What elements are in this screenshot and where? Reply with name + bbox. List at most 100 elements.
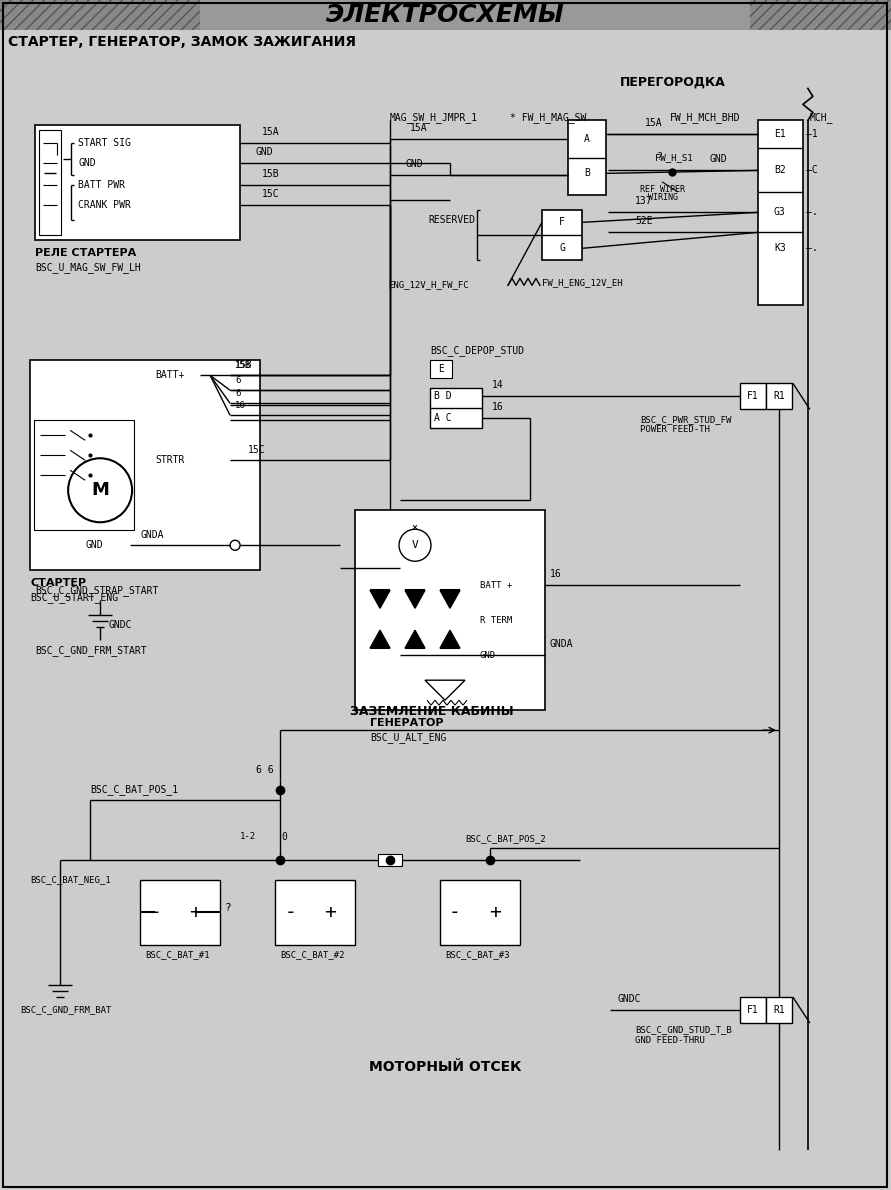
Text: E1: E1 — [774, 130, 786, 139]
Bar — [378, 854, 402, 866]
Bar — [568, 120, 606, 195]
Bar — [34, 420, 135, 531]
Bar — [766, 383, 792, 409]
Bar — [430, 361, 452, 378]
Polygon shape — [440, 590, 460, 608]
Text: 15A: 15A — [410, 124, 428, 133]
Text: R1: R1 — [773, 1006, 785, 1015]
Text: ЭЛЕКТРОСХЕМЫ: ЭЛЕКТРОСХЕМЫ — [325, 4, 564, 27]
Text: —.: —. — [805, 207, 818, 218]
Polygon shape — [370, 631, 390, 649]
Text: M: M — [91, 481, 109, 500]
Bar — [0, 0, 891, 31]
Text: RESERVED: RESERVED — [428, 215, 475, 225]
Text: BSC_C_BAT_#1: BSC_C_BAT_#1 — [145, 950, 209, 959]
Text: POWER FEED-TH: POWER FEED-TH — [640, 425, 710, 434]
Text: 15C: 15C — [248, 445, 266, 456]
Bar — [355, 511, 545, 710]
Text: МОТОРНЫЙ ОТСЕК: МОТОРНЫЙ ОТСЕК — [369, 1060, 521, 1075]
Text: G: G — [559, 244, 565, 253]
Text: -: - — [149, 902, 161, 921]
Text: BSC_U_ALT_ENG: BSC_U_ALT_ENG — [370, 732, 446, 743]
Text: -: - — [449, 902, 461, 921]
Text: 137: 137 — [635, 196, 652, 206]
Text: 6: 6 — [235, 389, 241, 399]
Text: V: V — [412, 540, 419, 550]
Text: GND: GND — [86, 540, 102, 550]
Text: BSC_C_BAT_#2: BSC_C_BAT_#2 — [280, 950, 345, 959]
Text: BSC_C_BAT_NEG_1: BSC_C_BAT_NEG_1 — [30, 875, 110, 884]
Text: A C: A C — [434, 413, 452, 424]
Text: FW_H_MCH_BHD: FW_H_MCH_BHD — [670, 112, 740, 124]
Text: BATT+: BATT+ — [155, 370, 184, 381]
Text: +: + — [489, 902, 501, 921]
Text: B D: B D — [434, 392, 452, 401]
Text: 16: 16 — [492, 402, 503, 412]
Text: BSC_C_BAT_#3: BSC_C_BAT_#3 — [445, 950, 510, 959]
Text: 0: 0 — [282, 832, 287, 843]
Text: 6: 6 — [235, 376, 241, 386]
Bar — [740, 997, 766, 1023]
Text: СТАРТЕР, ГЕНЕРАТОР, ЗАМОК ЗАЖИГАНИЯ: СТАРТЕР, ГЕНЕРАТОР, ЗАМОК ЗАЖИГАНИЯ — [8, 36, 356, 50]
Text: START SIG: START SIG — [78, 138, 131, 149]
Text: 15A: 15A — [262, 127, 280, 137]
Text: BSC_C_GND_FRM_BAT: BSC_C_GND_FRM_BAT — [20, 1006, 111, 1014]
Text: BATT PWR: BATT PWR — [78, 181, 125, 190]
Text: G3: G3 — [774, 207, 786, 218]
Text: MAG_SW_H_JMPR_1: MAG_SW_H_JMPR_1 — [390, 112, 478, 124]
Text: K3: K3 — [774, 244, 786, 253]
Text: ЗАЗЕМЛЕНИЕ КАБИНЫ: ЗАЗЕМЛЕНИЕ КАБИНЫ — [350, 706, 513, 719]
Text: 15C: 15C — [262, 189, 280, 200]
Text: —C: —C — [805, 165, 818, 175]
Text: ГЕНЕРАТОР: ГЕНЕРАТОР — [370, 719, 444, 728]
Bar — [740, 383, 766, 409]
Text: 15B: 15B — [235, 361, 253, 370]
Text: GNDA: GNDA — [550, 639, 574, 650]
Text: R1: R1 — [773, 392, 785, 401]
Text: B2: B2 — [774, 165, 786, 175]
Text: GND: GND — [78, 158, 95, 169]
Text: E: E — [438, 364, 444, 375]
Text: FW_H_S1: FW_H_S1 — [655, 154, 692, 162]
Text: B: B — [584, 168, 590, 178]
Text: FW_H_ENG_12V_EH: FW_H_ENG_12V_EH — [542, 278, 623, 287]
Bar — [758, 120, 803, 306]
Text: —1: —1 — [805, 130, 818, 139]
Bar — [275, 881, 355, 945]
Text: 16: 16 — [235, 401, 246, 411]
Bar — [440, 881, 520, 945]
Text: GND: GND — [710, 155, 728, 164]
Bar — [766, 997, 792, 1023]
Text: REF WIPER: REF WIPER — [640, 186, 685, 194]
Text: R TERM: R TERM — [480, 615, 512, 625]
Bar — [30, 361, 260, 570]
Polygon shape — [370, 590, 390, 608]
Text: BSC_C_BAT_POS_1: BSC_C_BAT_POS_1 — [90, 784, 178, 795]
Text: 6 6: 6 6 — [257, 765, 274, 775]
Text: BSC_C_PWR_STUD_FW: BSC_C_PWR_STUD_FW — [640, 415, 732, 425]
Text: 14: 14 — [492, 381, 503, 390]
Text: 15B: 15B — [235, 362, 251, 370]
Text: BSC_C_GND_STRAP_START: BSC_C_GND_STRAP_START — [35, 585, 159, 596]
Text: 16: 16 — [550, 569, 561, 580]
Bar — [0, 0, 200, 31]
Text: +: + — [324, 902, 336, 921]
Polygon shape — [440, 631, 460, 649]
Polygon shape — [405, 631, 425, 649]
Bar — [35, 125, 240, 240]
Text: GNDC: GNDC — [618, 994, 642, 1004]
Text: F1: F1 — [747, 392, 759, 401]
Text: BSC_U_MAG_SW_FW_LH: BSC_U_MAG_SW_FW_LH — [35, 262, 141, 274]
Text: GND FEED-THRU: GND FEED-THRU — [635, 1036, 705, 1045]
Text: STRTR: STRTR — [155, 456, 184, 465]
Text: 15B: 15B — [262, 169, 280, 180]
Text: ?: ? — [657, 152, 663, 162]
Text: GND: GND — [480, 651, 496, 659]
Text: F: F — [559, 218, 565, 227]
Text: 52E: 52E — [635, 217, 652, 226]
Bar — [542, 211, 582, 261]
Text: GNDC: GNDC — [108, 620, 132, 631]
Text: F1: F1 — [747, 1006, 759, 1015]
Text: ПЕРЕГОРОДКА: ПЕРЕГОРОДКА — [620, 75, 725, 88]
Text: 1-2: 1-2 — [240, 832, 256, 841]
